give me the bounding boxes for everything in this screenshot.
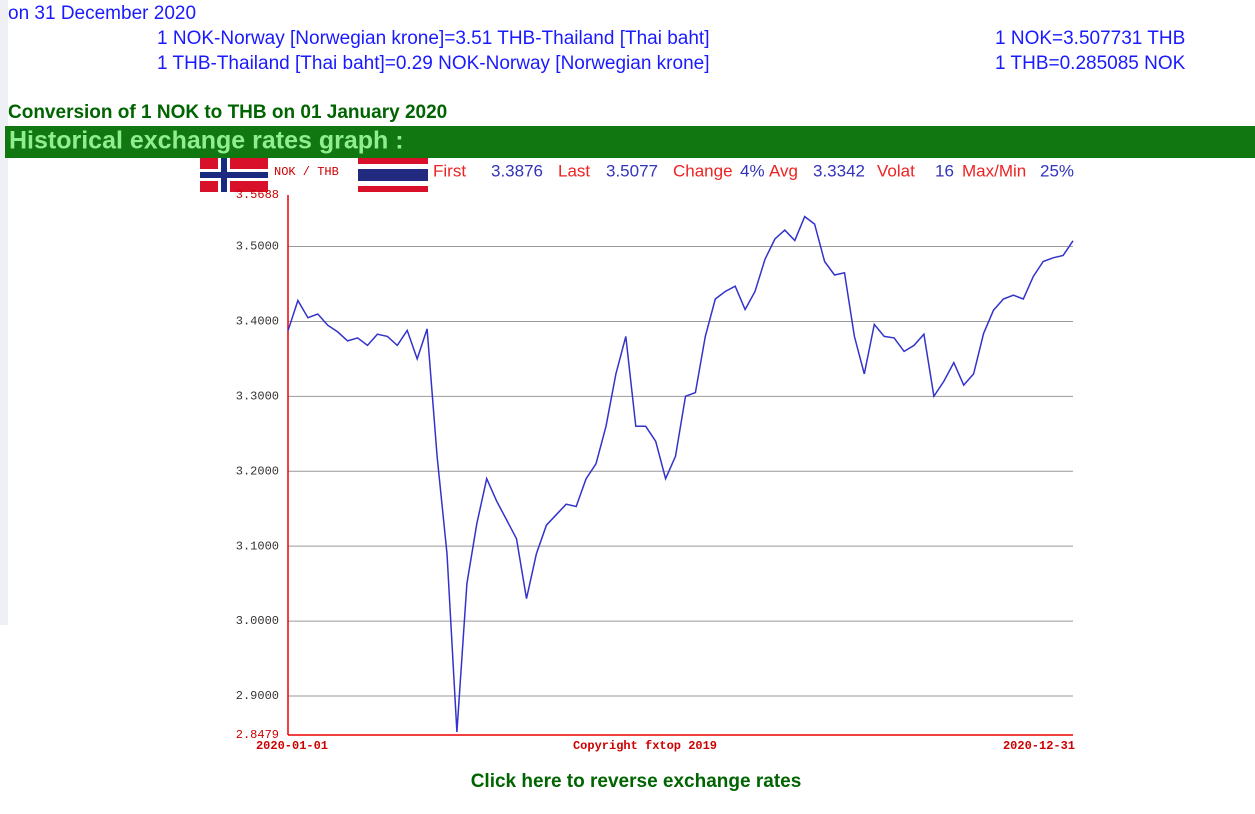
stat-label: Volat <box>877 161 915 180</box>
stat-value: 16 <box>935 161 954 180</box>
graph-header-bar <box>5 126 1255 158</box>
stat-value: 3.3342 <box>813 161 865 180</box>
reverse-link[interactable]: Click here to reverse exchange rates <box>471 771 802 792</box>
y-tick-label: 3.5688 <box>236 188 279 202</box>
copyright: Copyright fxtop 2019 <box>573 739 717 753</box>
x-tick-label: 2020-12-31 <box>1003 739 1075 753</box>
stat-label: Max/Min <box>962 161 1026 180</box>
graph-header: Historical exchange rates graph : <box>9 127 404 155</box>
rate-left: 1 NOK-Norway [Norwegian krone]=3.51 THB-… <box>157 28 710 49</box>
stat-label: First <box>433 161 466 180</box>
x-tick-label: 2020-01-01 <box>256 739 328 753</box>
rate-left: 1 THB-Thailand [Thai baht]=0.29 NOK-Norw… <box>157 53 710 74</box>
y-tick-label: 2.9000 <box>236 689 279 703</box>
rate-right: 1 NOK=3.507731 THB <box>995 28 1185 49</box>
pair-label: NOK / THB <box>274 165 339 179</box>
y-tick-label: 3.0000 <box>236 614 279 628</box>
conversion-title: Conversion of 1 NOK to THB on 01 January… <box>8 102 447 123</box>
stat-value: 4% <box>740 161 765 180</box>
y-tick-label: 3.4000 <box>236 315 279 329</box>
y-tick-label: 3.2000 <box>236 464 279 478</box>
stat-value: 25% <box>1040 161 1074 180</box>
y-tick-label: 3.3000 <box>236 390 279 404</box>
stat-value: 3.3876 <box>491 161 543 180</box>
rate-right: 1 THB=0.285085 NOK <box>995 53 1186 74</box>
rate-line <box>287 215 1074 732</box>
stat-label: Last <box>558 161 590 180</box>
side-strip <box>0 0 8 625</box>
date-line: on 31 December 2020 <box>8 3 196 24</box>
y-tick-label: 3.1000 <box>236 539 279 553</box>
flag-thailand <box>358 158 428 192</box>
flag-norway <box>200 158 268 192</box>
chart-area <box>195 158 1080 758</box>
stat-label: Change <box>673 161 733 180</box>
y-tick-label: 2.8479 <box>236 728 279 742</box>
stat-value: 3.5077 <box>606 161 658 180</box>
stat-label: Avg <box>769 161 798 180</box>
y-tick-label: 3.5000 <box>236 240 279 254</box>
